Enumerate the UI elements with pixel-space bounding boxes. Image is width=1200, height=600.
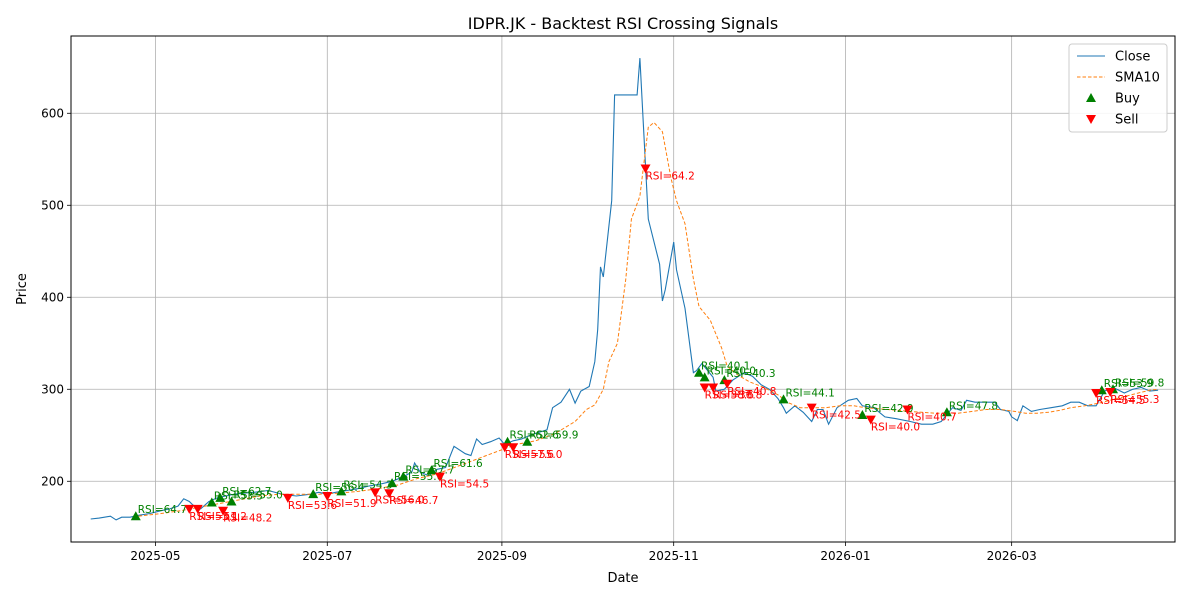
buy-marker xyxy=(426,465,437,475)
series-lines xyxy=(90,58,1159,521)
sell-rsi-label: RSI=40.8 xyxy=(727,386,776,398)
legend-label-sell: Sell xyxy=(1115,113,1138,128)
signal-markers: RSI=64.7RSI=53.3RSI=62.7RSI=55.0RSI=56.4… xyxy=(130,164,1164,525)
legend: Close SMA10 Buy Sell xyxy=(1068,43,1168,133)
sell-marker xyxy=(708,383,719,393)
buy-rsi-label: RSI=44.1 xyxy=(786,387,835,399)
sell-rsi-label: RSI=53.1 xyxy=(189,511,238,523)
sell-marker xyxy=(699,383,710,393)
grid-lines xyxy=(71,36,1175,542)
sell-marker xyxy=(434,472,445,482)
buy-rsi-label: RSI=40.3 xyxy=(726,368,775,380)
sell-rsi-label: RSI=54.5 xyxy=(440,479,489,491)
y-tick-label: 300 xyxy=(41,382,64,396)
y-axis-title: Price xyxy=(15,273,30,305)
sell-marker xyxy=(865,415,876,425)
sell-rsi-label: RSI=55.0 xyxy=(513,449,562,461)
buy-marker xyxy=(398,471,409,481)
legend-label-sma: SMA10 xyxy=(1115,71,1160,86)
buy-marker xyxy=(699,372,710,382)
buy-marker xyxy=(387,478,398,488)
sell-marker xyxy=(282,493,293,503)
buy-marker xyxy=(778,394,789,404)
x-tick-label: 2026-03 xyxy=(987,549,1037,563)
sell-rsi-label: RSI=40.7 xyxy=(907,412,956,424)
sell-marker xyxy=(218,506,229,516)
sell-marker xyxy=(184,504,195,514)
axis-ticks: 2025-05 2025-07 2025-09 2025-11 2026-01 2026-… xyxy=(41,106,1037,563)
chart-title: IDPR.JK - Backtest RSI Crossing Signals xyxy=(468,14,778,33)
x-tick-label: 2025-05 xyxy=(130,549,180,563)
buy-rsi-label: RSI=55.0 xyxy=(234,490,283,502)
legend-box xyxy=(1068,43,1168,133)
sell-rsi-label: RSI=56.0 xyxy=(375,494,424,506)
buy-rsi-label: RSI=40.1 xyxy=(701,361,750,373)
sell-rsi-label: RSI=46.7 xyxy=(389,495,438,507)
x-tick-label: 2026-01 xyxy=(820,549,870,563)
y-tick-label: 400 xyxy=(41,290,64,304)
sell-rsi-label: RSI=38.6 xyxy=(705,389,755,401)
sell-rsi-label: RSI=57.6 xyxy=(505,449,555,461)
x-tick-label: 2025-11 xyxy=(649,549,699,563)
sell-marker xyxy=(370,488,381,498)
sell-rsi-label: RSI=42.5 xyxy=(812,410,861,422)
buy-marker xyxy=(941,407,952,417)
sell-marker xyxy=(192,504,203,514)
sell-rsi-label: RSI=48.2 xyxy=(223,513,272,525)
sell-marker xyxy=(1091,388,1102,398)
legend-buy-swatch xyxy=(1086,93,1096,102)
close-price-line xyxy=(90,58,1159,521)
buy-rsi-label: RSI=47.8 xyxy=(949,400,998,412)
buy-marker xyxy=(226,496,237,506)
buy-rsi-label: RSI=53.3 xyxy=(214,490,263,502)
buy-rsi-label: RSI=59.9 xyxy=(529,430,578,442)
y-tick-label: 600 xyxy=(41,106,64,120)
sell-rsi-label: RSI=64.2 xyxy=(646,170,695,182)
buy-rsi-label: RSI=62.7 xyxy=(222,486,271,498)
sell-rsi-label: RSI=55.3 xyxy=(1110,394,1159,406)
buy-rsi-label: RSI=54.3 xyxy=(343,479,392,491)
buy-marker xyxy=(130,511,141,521)
buy-rsi-label: RSI=64.7 xyxy=(138,504,187,516)
sell-rsi-label: RSI=51.9 xyxy=(327,498,376,510)
sell-rsi-label: RSI=40.0 xyxy=(871,422,920,434)
legend-label-close: Close xyxy=(1115,50,1150,65)
buy-rsi-label: RSI=42.9 xyxy=(864,403,913,415)
buy-marker xyxy=(694,367,705,377)
sell-marker xyxy=(640,164,651,174)
sell-rsi-label: RSI=36.8 xyxy=(713,389,762,401)
buy-marker xyxy=(336,486,347,496)
buy-marker xyxy=(215,492,226,502)
buy-rsi-label: RSI=56.4 xyxy=(315,482,365,494)
buy-marker xyxy=(308,489,319,499)
buy-rsi-label: RSI=59.8 xyxy=(1115,377,1164,389)
x-axis-title: Date xyxy=(607,571,638,586)
buy-rsi-label: RSI=61.6 xyxy=(433,458,483,470)
sell-rsi-label: RSI=54.5 xyxy=(1096,395,1145,407)
buy-rsi-label: RSI=62.6 xyxy=(510,430,560,442)
sell-marker xyxy=(322,492,333,501)
sell-marker xyxy=(499,443,510,453)
buy-rsi-label: RSI=40.0 xyxy=(707,365,756,377)
legend-label-buy: Buy xyxy=(1115,92,1140,107)
x-tick-label: 2025-09 xyxy=(477,549,527,563)
buy-rsi-label: RSI=53.9 xyxy=(1104,378,1153,390)
sell-rsi-label: RSI=53.6 xyxy=(288,500,338,512)
sell-marker xyxy=(1105,388,1116,398)
sell-marker xyxy=(508,443,519,453)
y-tick-label: 200 xyxy=(41,474,64,488)
sell-marker xyxy=(902,405,913,415)
sell-marker xyxy=(384,489,395,499)
sell-marker xyxy=(806,403,817,413)
buy-marker xyxy=(522,436,533,446)
x-tick-label: 2025-07 xyxy=(302,549,352,563)
plot-area-frame xyxy=(70,35,1176,543)
buy-marker xyxy=(206,497,217,507)
y-tick-label: 500 xyxy=(41,198,64,212)
buy-marker xyxy=(857,410,868,420)
sell-marker xyxy=(722,379,733,389)
legend-sell-swatch xyxy=(1086,115,1096,124)
sell-rsi-label: RSI=51.2 xyxy=(198,511,247,523)
